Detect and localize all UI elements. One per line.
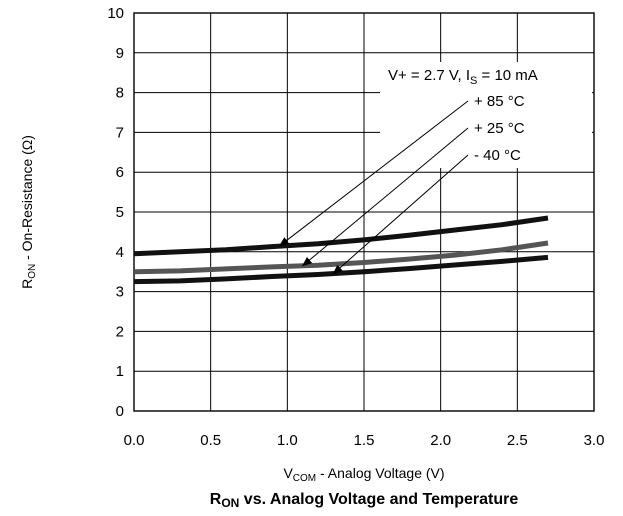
y-tick-label: 0 [116, 403, 124, 420]
y-tick-label: 7 [116, 124, 124, 141]
y-axis-label: RON - On-Resistance (Ω) [19, 135, 38, 289]
x-tick-label: 1.0 [277, 432, 298, 449]
annotation-label-85c: + 85 °C [474, 93, 525, 110]
x-tick-label: 0.0 [124, 432, 145, 449]
y-tick-label: 6 [116, 164, 124, 181]
y-tick-label: 1 [116, 363, 124, 380]
series-line-1 [133, 240, 549, 275]
x-tick-label: 0.5 [200, 432, 221, 449]
x-tick-label: 3.0 [584, 432, 605, 449]
y-tick-label: 3 [116, 284, 124, 301]
chart-title: RON vs. Analog Voltage and Temperature [210, 491, 519, 510]
x-axis-label: VCOM - Analog Voltage (V) [283, 465, 444, 484]
x-tick-labels: 0.0 0.5 1.0 1.5 2.0 2.5 3.0 [124, 432, 605, 449]
y-tick-label: 10 [107, 5, 124, 22]
annotation-label-minus40c: - 40 °C [474, 147, 521, 164]
annotation-arrows [278, 100, 469, 275]
y-tick-labels: 0 1 2 3 4 5 6 7 8 9 10 [107, 5, 124, 420]
annotation-conditions: V+ = 2.7 V, IS = 10 mA [388, 67, 538, 87]
y-tick-label: 5 [116, 204, 124, 221]
x-tick-label: 1.5 [354, 432, 375, 449]
series-group [133, 215, 549, 285]
annotation-arrow [332, 154, 469, 275]
annotation-arrow [301, 127, 469, 267]
y-tick-label: 4 [116, 244, 124, 261]
series-line-0 [133, 215, 549, 257]
annotation-label-25c: + 25 °C [474, 120, 525, 137]
x-tick-label: 2.0 [430, 432, 451, 449]
plot-area-frame [133, 12, 595, 412]
annotation-arrow [278, 100, 469, 247]
y-tick-label: 8 [116, 85, 124, 102]
y-tick-label: 9 [116, 45, 124, 62]
y-tick-label: 2 [116, 323, 124, 340]
annotation-box [380, 62, 592, 168]
x-tick-label: 2.5 [507, 432, 528, 449]
